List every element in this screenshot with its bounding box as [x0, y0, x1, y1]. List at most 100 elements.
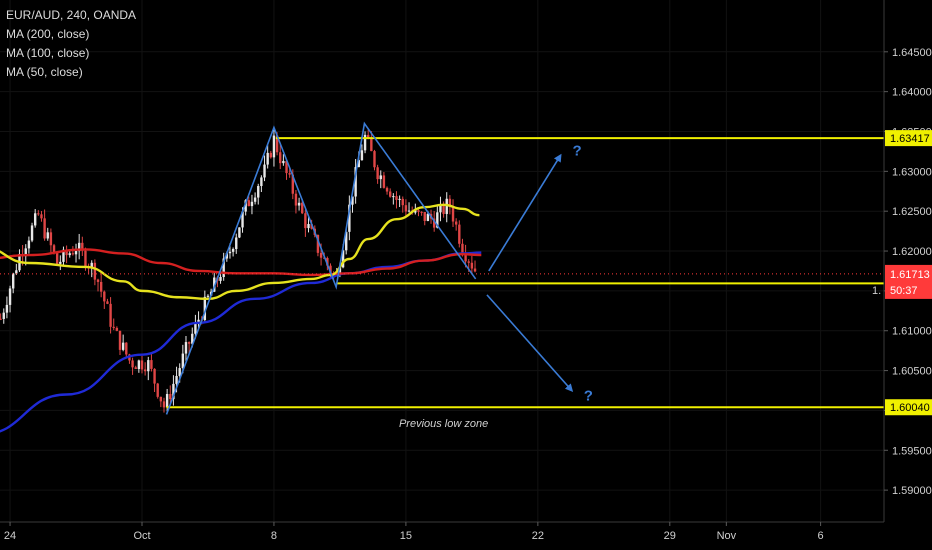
current-price-label: 1.61713: [890, 269, 930, 281]
candle-body: [373, 151, 376, 168]
ma50-line: [0, 203, 480, 301]
candle-body: [417, 210, 420, 212]
candle-body: [423, 211, 426, 221]
ma100-line: [0, 248, 482, 277]
candle-body: [329, 265, 332, 274]
candle-body: [8, 288, 12, 305]
ma50-legend[interactable]: MA (50, close): [6, 65, 83, 79]
candle-body: [33, 213, 37, 226]
candle-body: [52, 245, 56, 253]
candle-body: [445, 198, 448, 214]
candle-body: [143, 369, 147, 372]
candle-body: [288, 173, 291, 175]
bearish-arrow: [486, 294, 574, 393]
candle-body: [291, 174, 294, 194]
candle-body: [439, 204, 442, 213]
candle-body: [27, 240, 31, 249]
price-tick-label: 1.60500: [892, 366, 932, 378]
candle-body: [458, 224, 461, 244]
price-tick-label: 1.59000: [892, 485, 932, 497]
candle-body: [118, 330, 122, 350]
candle-body: [235, 237, 238, 250]
candle-body: [159, 396, 163, 402]
candle-body: [307, 224, 310, 229]
candle-body: [363, 134, 367, 151]
level-price-label: 1.63417: [890, 133, 930, 145]
support-resistance-levels[interactable]: [0, 137, 884, 409]
candle-body: [109, 303, 112, 327]
candle-body: [351, 196, 354, 205]
candle-body: [121, 342, 125, 350]
candle-body: [247, 200, 251, 207]
candle-body: [385, 187, 389, 192]
candle-body: [49, 232, 53, 246]
candle-body: [165, 394, 169, 408]
candle-body: [285, 160, 288, 174]
moving-averages: [0, 203, 482, 433]
candle-body: [40, 214, 43, 219]
candle-body: [43, 218, 46, 239]
candle-body: [225, 253, 229, 259]
candle-body: [279, 152, 282, 164]
candle-body: [379, 175, 382, 180]
ma100-legend[interactable]: MA (100, close): [6, 46, 90, 60]
ma200-legend[interactable]: MA (200, close): [6, 27, 90, 41]
candle-body: [470, 262, 474, 269]
candle-body: [11, 273, 15, 289]
candle-body: [115, 327, 119, 331]
candle-body: [395, 196, 398, 200]
candle-body: [184, 342, 188, 354]
candle-body: [263, 164, 266, 178]
candle-body: [5, 304, 9, 313]
candle-body: [106, 301, 109, 304]
price-tick-label: 1.63000: [892, 166, 932, 178]
double-top-pattern[interactable]: ??: [165, 121, 593, 415]
candle-body: [467, 261, 470, 263]
candle-body: [65, 249, 68, 256]
time-axis[interactable]: 24 Oct 8 15 22 29 Nov 6: [0, 521, 932, 550]
candle-body: [404, 205, 408, 212]
candle-body: [24, 248, 27, 257]
candle-body: [266, 152, 269, 165]
candle-body: [357, 160, 360, 168]
candle-body: [156, 383, 159, 397]
candle-body: [398, 198, 401, 200]
candle-body: [231, 249, 235, 252]
chart-legend: EUR/AUD, 240, OANDA MA (200, close) MA (…: [6, 6, 136, 82]
candle-body: [175, 375, 178, 384]
time-tick-label: 15: [400, 530, 412, 542]
partial-price-label: 1.: [872, 285, 881, 297]
candle-body: [326, 258, 329, 266]
candle-body: [55, 252, 59, 264]
candle-body: [414, 210, 417, 213]
candle-body: [461, 243, 464, 255]
candle-body: [147, 360, 150, 372]
candle-body: [103, 291, 106, 302]
candle-body: [125, 342, 128, 355]
candle-body: [178, 368, 181, 376]
zigzag-line: [165, 121, 477, 415]
candle-body: [304, 213, 307, 229]
candle-body: [197, 319, 200, 323]
candle-body: [319, 252, 323, 258]
candle-body: [275, 135, 279, 153]
candle-body: [316, 234, 320, 253]
candle-body: [260, 177, 263, 187]
candle-body: [222, 258, 225, 277]
candle-body: [407, 210, 411, 212]
candle-body: [464, 254, 467, 262]
price-tick-label: 1.64500: [892, 47, 932, 59]
time-tick-label: Nov: [717, 530, 737, 542]
time-tick-label: 8: [271, 530, 277, 542]
candle-body: [153, 368, 156, 384]
candle-body: [473, 268, 477, 272]
candle-body: [30, 225, 34, 241]
price-axis[interactable]: 1.645001.640001.635001.630001.625001.620…: [872, 0, 932, 550]
candle-body: [0, 318, 2, 320]
question-mark: ?: [584, 388, 593, 405]
time-tick-label: 22: [532, 530, 544, 542]
candle-body: [241, 211, 244, 228]
candle-body: [420, 211, 423, 213]
candle-body: [370, 137, 373, 152]
